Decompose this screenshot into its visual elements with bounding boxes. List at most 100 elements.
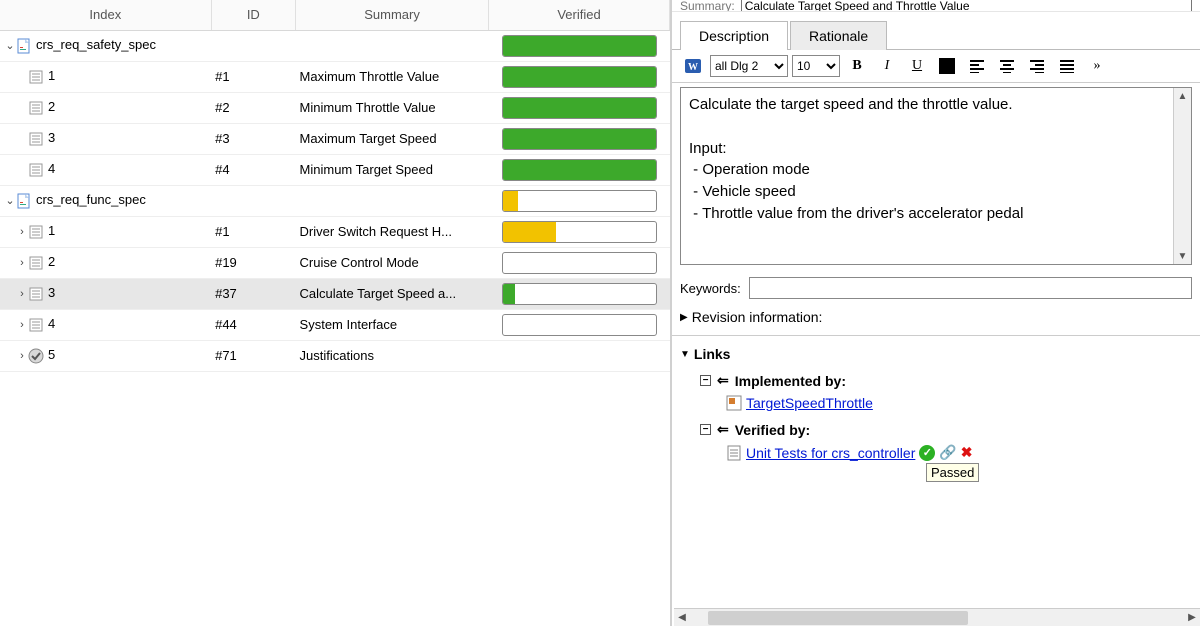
group-row[interactable]: ⌄crs_req_func_spec xyxy=(0,185,670,216)
chain-link-icon[interactable]: 🔗 xyxy=(939,444,956,461)
group-label: crs_req_safety_spec xyxy=(36,37,156,52)
row-index: 3 xyxy=(48,285,55,300)
row-index: 5 xyxy=(48,347,55,362)
chevron-down-icon[interactable]: ⌄ xyxy=(4,39,16,52)
col-index[interactable]: Index xyxy=(0,0,211,30)
table-row[interactable]: ›5 #71 Justifications xyxy=(0,340,670,371)
table-row[interactable]: ›4 #44 System Interface xyxy=(0,309,670,340)
keywords-input[interactable] xyxy=(749,277,1192,299)
row-id: #4 xyxy=(211,154,295,185)
col-id[interactable]: ID xyxy=(211,0,295,30)
detail-tabs: Description Rationale xyxy=(672,12,1200,50)
bold-button[interactable]: B xyxy=(844,54,870,78)
summary-row: Summary: xyxy=(672,0,1200,12)
underline-button[interactable]: U xyxy=(904,54,930,78)
row-summary: Maximum Target Speed xyxy=(296,123,489,154)
links-body: − ⇐ Implemented by: TargetSpeedThrottle … xyxy=(672,368,1200,492)
row-index: 2 xyxy=(48,254,55,269)
revision-info-toggle[interactable]: ▶ Revision information: xyxy=(672,303,1200,331)
row-id: #71 xyxy=(211,340,295,371)
arrow-left-icon: ⇐ xyxy=(717,372,729,389)
requirements-table: Index ID Summary Verified ⌄ crs_req_safet… xyxy=(0,0,670,372)
requirement-icon xyxy=(28,131,44,147)
row-summary: Cruise Control Mode xyxy=(296,247,489,278)
chevron-right-icon[interactable]: › xyxy=(16,319,28,331)
chevron-right-icon[interactable]: › xyxy=(16,257,28,269)
horizontal-scrollbar[interactable]: ◀ ▶ xyxy=(674,608,1200,626)
chevron-right-icon[interactable]: › xyxy=(16,350,28,362)
align-justify-button[interactable] xyxy=(1054,54,1080,78)
table-row[interactable]: 2 #2 Minimum Throttle Value xyxy=(0,92,670,123)
check-circle-icon xyxy=(28,348,44,364)
description-editor[interactable]: Calculate the target speed and the throt… xyxy=(681,88,1173,264)
revision-info-label: Revision information: xyxy=(692,309,823,325)
chevron-right-icon[interactable]: › xyxy=(16,288,28,300)
word-icon[interactable]: W xyxy=(680,54,706,78)
verified-progress xyxy=(502,314,657,336)
row-id: #1 xyxy=(211,216,295,247)
table-row[interactable]: › 3 #37 Calculate Target Speed a... xyxy=(0,278,670,309)
tab-description[interactable]: Description xyxy=(680,21,788,50)
table-row[interactable]: › 2 #19 Cruise Control Mode xyxy=(0,247,670,278)
link-unit-tests[interactable]: Unit Tests for crs_controller xyxy=(746,445,915,461)
row-id: #19 xyxy=(211,247,295,278)
text-color-button[interactable] xyxy=(934,54,960,78)
col-verified[interactable]: Verified xyxy=(489,0,670,30)
italic-button[interactable]: I xyxy=(874,54,900,78)
col-summary[interactable]: Summary xyxy=(296,0,489,30)
scroll-left-icon[interactable]: ◀ xyxy=(674,609,690,626)
group-row[interactable]: ⌄ crs_req_safety_spec xyxy=(0,30,670,61)
delete-link-icon[interactable]: ✖ xyxy=(961,444,973,461)
align-center-button[interactable] xyxy=(994,54,1020,78)
row-index: 3 xyxy=(48,130,55,145)
tab-rationale[interactable]: Rationale xyxy=(790,21,887,50)
scroll-up-icon[interactable]: ▲ xyxy=(1174,88,1191,104)
color-swatch-icon xyxy=(939,58,955,74)
chevron-right-icon[interactable]: › xyxy=(16,226,28,238)
row-summary: Calculate Target Speed a... xyxy=(296,278,489,309)
description-editor-wrap: Calculate the target speed and the throt… xyxy=(680,87,1192,265)
summary-input[interactable] xyxy=(741,0,1192,12)
row-id: #3 xyxy=(211,123,295,154)
table-row[interactable]: 3 #3 Maximum Target Speed xyxy=(0,123,670,154)
chevron-down-icon[interactable]: ⌄ xyxy=(4,194,16,207)
passed-tooltip: Passed xyxy=(926,463,979,482)
requirement-icon xyxy=(28,224,44,240)
row-index: 4 xyxy=(48,161,55,176)
row-id: #2 xyxy=(211,92,295,123)
font-size-select[interactable]: 10 xyxy=(792,55,840,77)
row-id: #37 xyxy=(211,278,295,309)
requirement-icon xyxy=(28,255,44,271)
arrow-left-icon: ⇐ xyxy=(717,421,729,438)
scroll-down-icon[interactable]: ▼ xyxy=(1174,248,1191,264)
row-summary: Maximum Throttle Value xyxy=(296,61,489,92)
editor-scrollbar[interactable]: ▲ ▼ xyxy=(1173,88,1191,264)
align-left-button[interactable] xyxy=(964,54,990,78)
toolbar-overflow-button[interactable]: » xyxy=(1084,54,1110,78)
status-passed-icon: ✓ xyxy=(919,445,935,461)
verified-progress xyxy=(502,221,657,243)
keywords-label: Keywords: xyxy=(680,281,741,296)
requirement-icon xyxy=(28,69,44,85)
verified-progress xyxy=(502,97,657,119)
scroll-right-icon[interactable]: ▶ xyxy=(1184,609,1200,626)
align-right-button[interactable] xyxy=(1024,54,1050,78)
font-family-select[interactable]: all Dlg 2 xyxy=(710,55,788,77)
row-summary: Minimum Target Speed xyxy=(296,154,489,185)
table-row[interactable]: 4 #4 Minimum Target Speed xyxy=(0,154,670,185)
collapse-icon[interactable]: − xyxy=(700,424,711,435)
row-summary: Driver Switch Request H... xyxy=(296,216,489,247)
requirement-icon xyxy=(28,100,44,116)
row-index: 1 xyxy=(48,68,55,83)
verified-progress xyxy=(502,252,657,274)
table-row[interactable]: ›1 #1 Driver Switch Request H... xyxy=(0,216,670,247)
verified-progress xyxy=(502,283,657,305)
table-row[interactable]: 1 #1 Maximum Throttle Value xyxy=(0,61,670,92)
link-targetspeedthrottle[interactable]: TargetSpeedThrottle xyxy=(746,395,873,411)
verified-progress xyxy=(502,35,657,57)
links-toggle[interactable]: ▼ Links xyxy=(672,340,1200,368)
simulink-block-icon xyxy=(726,395,742,411)
verified-by-label: Verified by: xyxy=(735,422,810,438)
collapse-icon[interactable]: − xyxy=(700,375,711,386)
document-icon xyxy=(16,38,32,54)
